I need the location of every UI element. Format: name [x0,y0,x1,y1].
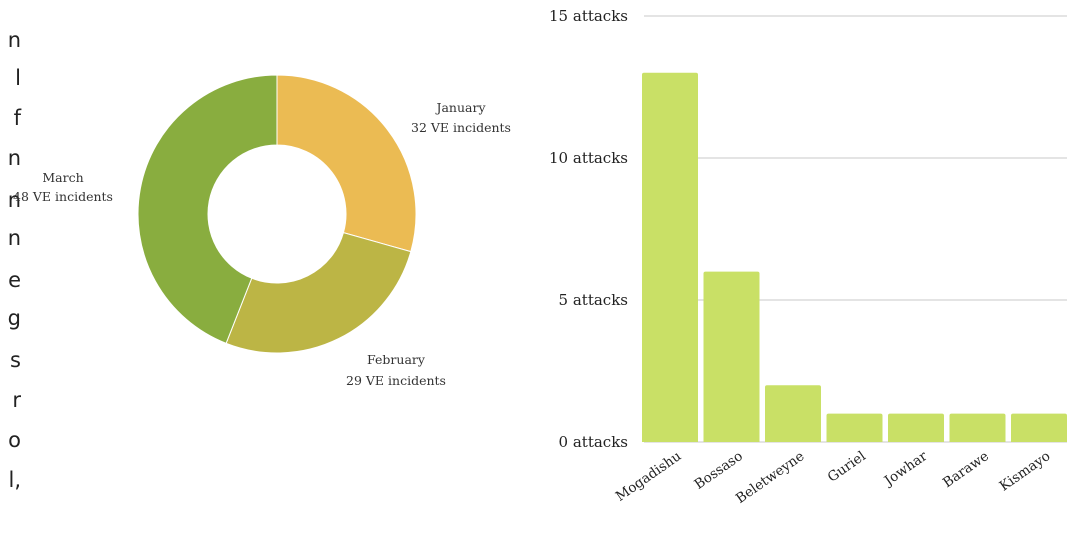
side-text-fragment: r [12,388,21,412]
donut-chart: January 32 VE incidents February 29 VE inci… [13,74,511,388]
slice-label-month: March [42,170,83,185]
bar-jowhar [888,413,944,442]
slice-label-value: 48 VE incidents [13,189,113,204]
x-tick-label: Bossaso [692,448,746,493]
side-text-fragment: n [7,226,21,250]
donut-slice-february [225,232,412,354]
side-text-fragment: l, [8,468,21,492]
slice-label-value: 32 VE incidents [411,120,511,135]
donut-slice-march [137,74,278,345]
side-text-fragment: e [8,268,21,292]
side-text-fragment: s [10,348,21,372]
donut-slice-january [276,74,417,253]
side-text-fragment: n [7,28,21,52]
side-text-fragment: g [7,306,21,330]
x-tick-label: Guriel [825,448,869,486]
side-text-fragment: o [8,428,21,452]
y-tick-label: 0 attacks [559,433,628,451]
y-tick-label: 5 attacks [559,291,628,309]
x-tick-label: Mogadishu [613,448,685,505]
y-tick-label: 15 attacks [549,7,628,25]
bar-chart: 0 attacks 5 attacks 10 attacks 15 attacks Mo… [549,7,1067,507]
slice-label-month: February [367,352,426,367]
bar-bossaso [703,271,760,442]
x-tick-label: Beletweyne [733,448,807,507]
side-text-fragment: n [7,188,21,212]
slice-label-month: January [434,100,486,115]
bar-mogadishu [642,72,698,443]
x-tick-label: Jowhar [880,448,931,490]
bar-beletweyne [765,385,821,442]
bar-guriel [826,413,883,442]
x-tick-label: Kismayo [997,448,1054,494]
x-tick-label: Barawe [940,448,992,491]
y-tick-label: 10 attacks [549,149,628,167]
slice-label-value: 29 VE incidents [346,373,446,388]
side-text-fragment: f [13,106,21,130]
side-text-fragment: n [7,146,21,170]
bar-barawe [949,413,1006,442]
bar-kismayo [1011,413,1067,442]
clipped-side-text: n l f n n n e g s r o l, [0,0,22,544]
side-text-fragment: l [15,66,21,90]
